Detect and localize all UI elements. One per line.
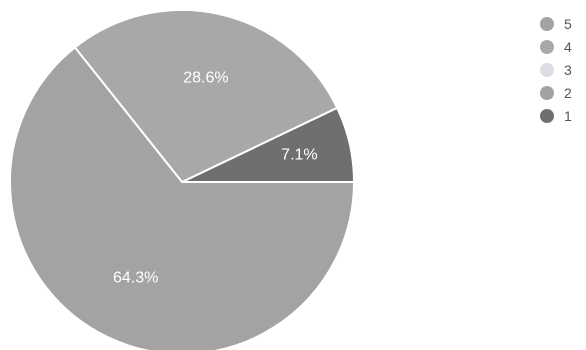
legend-item-4: 4 <box>540 35 572 58</box>
pie-slice-4 <box>73 9 339 184</box>
legend-swatch-2 <box>540 85 554 100</box>
legend-label-5: 5 <box>564 15 572 32</box>
legend-swatch-5 <box>540 16 554 31</box>
legend-label-1: 1 <box>564 107 572 124</box>
legend-item-3: 3 <box>540 58 572 81</box>
data-label-1: 7.1% <box>281 147 317 164</box>
legend-swatch-4 <box>540 39 554 54</box>
pie-slices <box>9 9 356 350</box>
legend-swatch-1 <box>540 108 554 123</box>
pie-slice-5 <box>9 46 356 350</box>
pie-data-labels: 7.1% 28.6% 64.3% <box>113 69 318 286</box>
legend-label-4: 4 <box>564 38 572 55</box>
legend-label-3: 3 <box>564 61 572 78</box>
legend-item-2: 2 <box>540 81 572 104</box>
legend-item-5: 5 <box>540 12 572 35</box>
data-label-5: 64.3% <box>113 269 158 286</box>
chart-legend: 5 4 3 2 1 <box>540 12 572 127</box>
legend-swatch-3 <box>540 62 554 77</box>
legend-label-2: 2 <box>564 84 572 101</box>
data-label-4: 28.6% <box>183 69 228 86</box>
legend-item-1: 1 <box>540 104 572 127</box>
